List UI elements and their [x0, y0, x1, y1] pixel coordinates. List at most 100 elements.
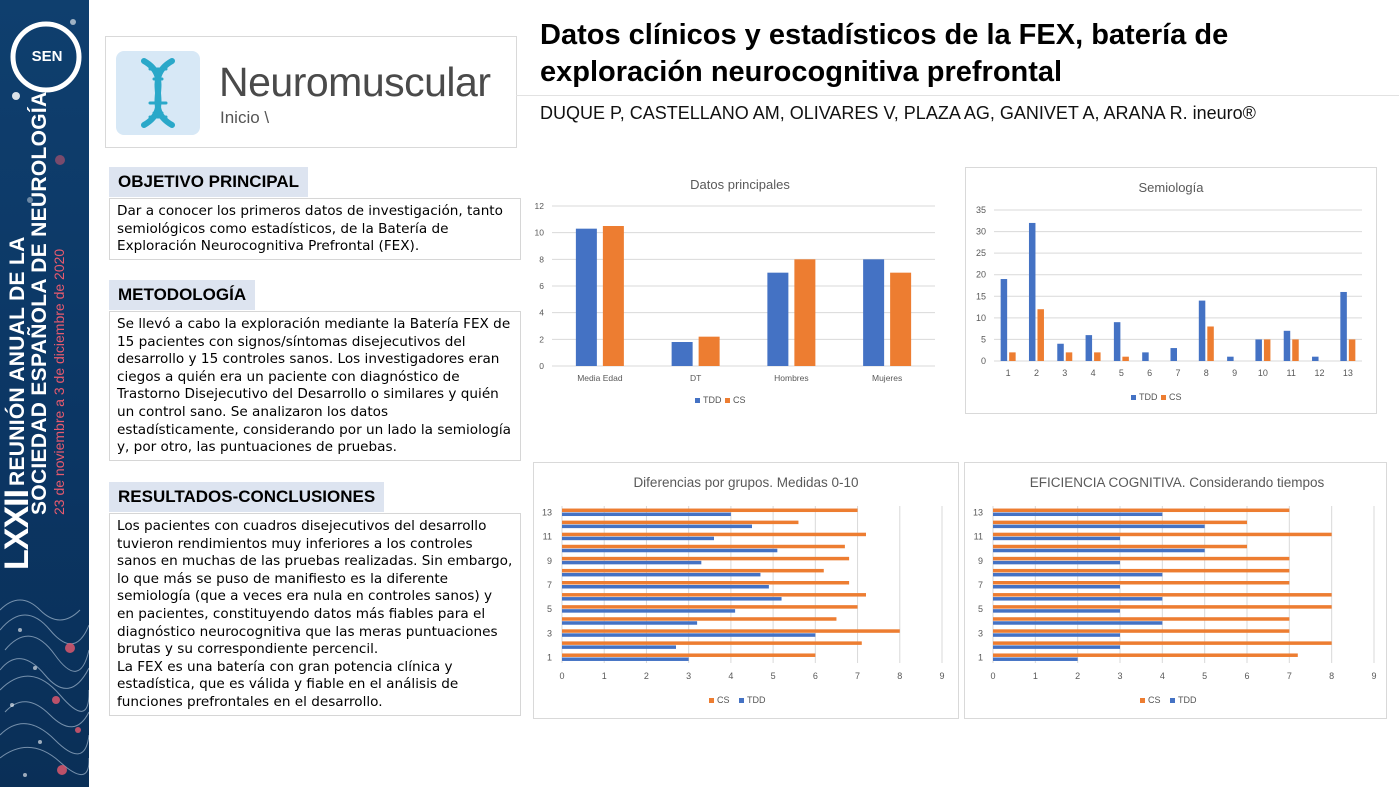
diferencias-ytick-label: 5 [547, 604, 552, 614]
semiologia-legend-label-tdd: TDD [1139, 392, 1158, 402]
diferencias-bar-cs [562, 653, 816, 657]
principales-title: Datos principales [690, 177, 790, 192]
eficiencia-bar-tdd [993, 633, 1120, 637]
chart-diferencias: Diferencias por grupos. Medidas 0-10 0 1 2 3… [533, 462, 959, 719]
eficiencia-xtick-label: 7 [1287, 671, 1292, 681]
diferencias-bar-cs [562, 508, 858, 513]
eficiencia-bar-cs [993, 593, 1332, 597]
eficiencia-bar-cs [993, 532, 1332, 537]
diferencias-bar-tdd [562, 609, 736, 613]
diferencias-bar-tdd [562, 585, 769, 589]
congress-dates: 23 de noviembre a 3 de diciembre de 2020 [51, 248, 67, 515]
sidebar-decoration [0, 19, 89, 777]
semiologia-ytick-label: 25 [976, 248, 986, 258]
semiologia-xtick-label: 7 [1175, 368, 1180, 378]
semiologia-bar-cs [1009, 352, 1016, 361]
chart-eficiencia-svg: EFICIENCIA COGNITIVA. Considerando tiemp… [973, 475, 1377, 705]
semiologia-bar-tdd [1227, 356, 1234, 361]
eficiencia-ytick-label: 1 [978, 652, 983, 662]
diferencias-bar-tdd [562, 572, 761, 577]
diferencias-bar-cs [562, 544, 845, 549]
diferencias-xtick-label: 9 [939, 671, 944, 681]
chart-datos-principales: Datos principales 0 2 4 6 8 10 12 Media Edad DT Ho… [530, 163, 950, 413]
semiologia-ytick-label: 30 [976, 227, 986, 237]
congress-line2: SOCIEDAD ESPAÑOLA DE NEUROLOGÍA [28, 91, 51, 516]
diferencias-bar-tdd [562, 645, 676, 649]
semiologia-xtick-label: 13 [1343, 368, 1353, 378]
objetivo-heading: OBJETIVO PRINCIPAL [109, 167, 309, 197]
eficiencia-bar-cs [993, 617, 1290, 621]
eficiencia-bar-tdd [993, 536, 1120, 541]
brand-name: Neuromuscular [219, 59, 491, 105]
diferencias-bar-cs [562, 532, 866, 537]
semiologia-bar-cs [1348, 339, 1356, 361]
eficiencia-ytick-label: 3 [978, 628, 983, 638]
diferencias-ytick-label: 3 [547, 628, 552, 638]
chart-diferencias-svg: Diferencias por grupos. Medidas 0-100 1 2 3… [542, 475, 945, 705]
resultados-paragraph-2: La FEX es una batería con gran potencia … [117, 658, 459, 710]
congress-sidebar: SEN LXXIIREUNIÓN ANUAL DE LA SOCIEDAD ES… [0, 0, 89, 787]
eficiencia-xtick-label: 2 [1075, 671, 1080, 681]
metodologia-body: Se llevó a cabo la exploración mediante … [109, 311, 521, 461]
diferencias-bar-tdd [562, 524, 752, 529]
diferencias-bar-cs [562, 629, 900, 633]
diferencias-ytick-label: 9 [547, 556, 552, 566]
semiologia-bar-tdd [1283, 330, 1291, 361]
eficiencia-xtick-label: 5 [1202, 671, 1207, 681]
chart-semiologia: Semiología 0 5 10 15 20 25 30 35 1 2 3 4 5 6 7 8 9 10 11 12 1… [965, 167, 1377, 414]
principales-xtick-label: Media Edad [577, 373, 623, 383]
principales-legend-label-tdd: TDD [703, 395, 722, 405]
principales-ytick-label: 8 [539, 254, 544, 264]
semiologia-xtick-label: 11 [1287, 368, 1296, 378]
diferencias-xtick-label: 3 [686, 671, 691, 681]
principales-bar-cs [698, 336, 720, 366]
semiologia-bar-cs [1292, 339, 1299, 361]
sen-logo-text: SEN [31, 48, 63, 65]
semiologia-xtick-label: 6 [1147, 368, 1152, 378]
resultados-paragraph-1: Los pacientes con cuadros disejecutivos … [117, 518, 513, 658]
eficiencia-bar-cs [993, 581, 1290, 585]
semiologia-xtick-label: 1 [1006, 368, 1011, 378]
resultados-heading: RESULTADOS-CONCLUSIONES [109, 482, 385, 512]
semiologia-legend-swatch-cs [1161, 395, 1166, 400]
eficiencia-ytick-label: 7 [978, 580, 983, 590]
principales-xtick-label: Hombres [774, 373, 808, 383]
diferencias-ytick-label: 13 [542, 508, 552, 518]
metodologia-heading: METODOLOGÍA [109, 280, 256, 310]
semiologia-xtick-label: 8 [1204, 368, 1209, 378]
eficiencia-legend-label-tdd: TDD [1178, 695, 1197, 705]
semiologia-bar-tdd [1028, 222, 1036, 361]
eficiencia-xtick-label: 1 [1033, 671, 1038, 681]
semiologia-xtick-label: 2 [1034, 368, 1039, 378]
semiologia-bar-tdd [1198, 300, 1206, 361]
principales-ytick-label: 4 [539, 308, 544, 318]
diferencias-xtick-label: 7 [855, 671, 860, 681]
chart-datos-principales-svg: Datos principales 0 2 4 6 8 10 12 Media Edad DT Ho… [535, 177, 935, 405]
semiologia-bar-tdd [1085, 335, 1093, 361]
eficiencia-legend-label-cs: CS [1148, 695, 1161, 705]
semiologia-legend-label-cs: CS [1169, 392, 1182, 402]
eficiencia-ytick-label: 9 [978, 556, 983, 566]
eficiencia-bar-tdd [993, 560, 1120, 565]
title-divider [516, 95, 1399, 96]
diferencias-xtick-label: 8 [897, 671, 902, 681]
resultados-body: Los pacientes con cuadros disejecutivos … [109, 513, 521, 716]
eficiencia-bar-tdd [993, 621, 1163, 625]
principales-bar-cs [602, 226, 624, 366]
diferencias-legend-swatch-cs [709, 698, 714, 703]
semiologia-bar-tdd [1255, 339, 1262, 361]
semiologia-bar-cs [1094, 352, 1101, 361]
semiologia-legend-swatch-tdd [1131, 395, 1136, 400]
diferencias-ytick-label: 7 [547, 580, 552, 590]
eficiencia-bar-tdd [993, 548, 1205, 553]
breadcrumb[interactable]: Inicio \ [220, 108, 270, 127]
principales-ytick-label: 10 [535, 228, 545, 238]
diferencias-xtick-label: 4 [728, 671, 733, 681]
diferencias-bar-cs [562, 605, 858, 609]
eficiencia-xtick-label: 6 [1244, 671, 1249, 681]
semiologia-bar-tdd [1057, 343, 1064, 361]
principales-bar-tdd [863, 259, 885, 366]
diferencias-legend-label-cs: CS [717, 695, 730, 705]
diferencias-bar-tdd [562, 621, 698, 625]
eficiencia-bar-cs [993, 520, 1247, 525]
